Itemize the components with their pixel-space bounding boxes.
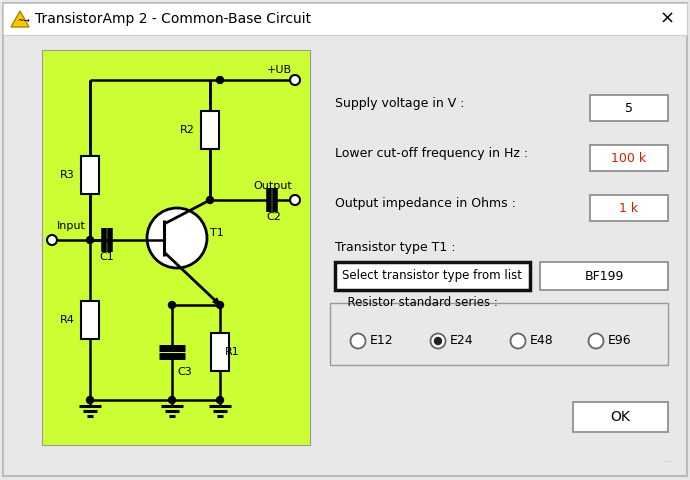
Circle shape xyxy=(217,396,224,404)
Text: E48: E48 xyxy=(530,335,554,348)
Circle shape xyxy=(47,235,57,245)
Text: Resistor standard series :: Resistor standard series : xyxy=(340,297,505,310)
Text: R4: R4 xyxy=(60,315,75,325)
Bar xyxy=(573,402,668,432)
Polygon shape xyxy=(11,11,29,27)
Text: Output impedance in Ohms :: Output impedance in Ohms : xyxy=(335,196,516,209)
Circle shape xyxy=(217,301,224,309)
Circle shape xyxy=(589,334,604,348)
Circle shape xyxy=(86,396,94,404)
Text: BF199: BF199 xyxy=(584,269,624,283)
Text: 100 k: 100 k xyxy=(611,152,647,165)
Bar xyxy=(201,111,219,149)
Text: 5: 5 xyxy=(625,101,633,115)
Text: Output: Output xyxy=(253,181,292,191)
Circle shape xyxy=(217,76,224,84)
Text: R2: R2 xyxy=(180,125,195,135)
Bar xyxy=(590,95,668,121)
Text: TransistorAmp 2 - Common-Base Circuit: TransistorAmp 2 - Common-Base Circuit xyxy=(35,12,311,26)
Circle shape xyxy=(168,396,175,404)
Text: T1: T1 xyxy=(210,228,224,238)
Text: C2: C2 xyxy=(266,212,281,222)
Text: Lower cut-off frequency in Hz :: Lower cut-off frequency in Hz : xyxy=(335,146,528,159)
Text: E96: E96 xyxy=(608,335,631,348)
Circle shape xyxy=(511,334,526,348)
Text: E24: E24 xyxy=(450,335,473,348)
Text: R1: R1 xyxy=(225,347,239,357)
Circle shape xyxy=(168,301,175,309)
Circle shape xyxy=(290,75,300,85)
Bar xyxy=(335,262,530,290)
Text: ×: × xyxy=(660,10,675,28)
Text: Transistor type T1 :: Transistor type T1 : xyxy=(335,241,455,254)
Bar xyxy=(540,262,668,290)
Text: Input: Input xyxy=(57,221,86,231)
Circle shape xyxy=(290,195,300,205)
Text: ⋯: ⋯ xyxy=(664,457,672,467)
Bar xyxy=(81,156,99,194)
Text: ~→: ~→ xyxy=(17,15,30,24)
Text: 1 k: 1 k xyxy=(620,202,638,215)
Text: Select transistor type from list: Select transistor type from list xyxy=(342,269,522,283)
Text: R3: R3 xyxy=(60,170,75,180)
Circle shape xyxy=(86,237,94,243)
Text: Supply voltage in V :: Supply voltage in V : xyxy=(335,96,464,109)
Bar xyxy=(211,333,229,371)
Bar xyxy=(590,195,668,221)
Text: E12: E12 xyxy=(370,335,393,348)
Circle shape xyxy=(351,334,366,348)
Text: C3: C3 xyxy=(177,367,192,377)
Circle shape xyxy=(147,208,207,268)
Bar xyxy=(81,301,99,339)
Text: C1: C1 xyxy=(99,252,114,262)
Bar xyxy=(42,50,310,445)
Text: OK: OK xyxy=(610,410,630,424)
Bar xyxy=(590,145,668,171)
Polygon shape xyxy=(213,298,220,305)
Circle shape xyxy=(206,196,213,204)
Circle shape xyxy=(431,334,446,348)
Bar xyxy=(330,303,668,365)
Text: +UB: +UB xyxy=(267,65,292,75)
Circle shape xyxy=(435,337,442,345)
Bar xyxy=(3,3,687,35)
